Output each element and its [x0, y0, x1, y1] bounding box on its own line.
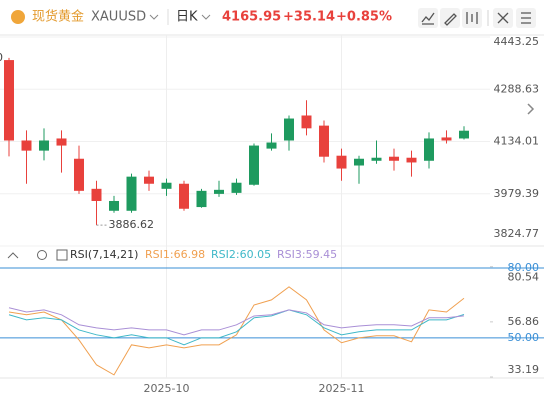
rsi-line	[8, 286, 465, 376]
tool-icon[interactable]	[497, 12, 509, 24]
high-label: 4381.40	[0, 51, 3, 64]
indicator-icon[interactable]	[56, 249, 68, 261]
tool-icon[interactable]	[466, 12, 478, 24]
candle-body	[126, 176, 137, 211]
y-tick-label: 3824.77	[494, 227, 540, 240]
reference-label: 50.00	[508, 331, 540, 344]
candle-body	[74, 158, 84, 191]
legend-entry: RSI2:60.05	[211, 248, 271, 261]
tool-icon[interactable]	[521, 12, 531, 24]
candle-body	[196, 190, 207, 208]
dropdown-icon[interactable]	[201, 14, 211, 20]
low-label: 3886.62	[109, 218, 155, 231]
candle-body	[336, 155, 347, 169]
instrument-symbol[interactable]: XAUUSD	[91, 10, 146, 25]
candle-body	[301, 115, 312, 129]
candle-body	[214, 189, 224, 194]
candle-body	[39, 140, 49, 151]
price: 4165.95	[222, 10, 281, 25]
candle-body	[161, 182, 172, 189]
candle-body	[424, 138, 434, 161]
tool-button[interactable]	[418, 8, 438, 28]
candle-body	[284, 118, 294, 141]
settings-icon[interactable]	[37, 250, 47, 260]
reference-label: 80.00	[508, 261, 540, 274]
candle-body	[56, 138, 67, 146]
x-tick-label: 2025-11	[319, 382, 365, 395]
y-tick-label: 80.54	[508, 271, 540, 284]
tool-icon[interactable]	[444, 13, 457, 26]
tool-icon[interactable]	[421, 12, 435, 25]
y-tick-label: 56.86	[508, 315, 540, 328]
change-pct: +0.85%	[336, 10, 392, 25]
candle-body	[266, 142, 277, 149]
y-tick-label: 4288.63	[494, 82, 540, 95]
toolbar	[418, 8, 536, 28]
candle-body	[406, 157, 417, 163]
rsi-line	[8, 309, 465, 346]
gold-icon	[11, 10, 25, 24]
y-tick-label: 4134.01	[494, 135, 540, 148]
candle-body	[249, 145, 259, 185]
candle-body	[179, 183, 189, 209]
candle-body	[144, 176, 154, 184]
instrument-name: 现货黄金	[32, 9, 84, 25]
y-tick-label: 3979.39	[494, 187, 540, 200]
y-tick-label: 4443.25	[494, 35, 540, 48]
candle-body	[109, 200, 119, 211]
candle-body	[371, 157, 382, 161]
candle-body	[389, 156, 399, 161]
legend-entry: RSI3:59.45	[277, 248, 337, 261]
candle-body	[319, 125, 329, 157]
candle-body	[459, 130, 469, 139]
x-tick-label: 2025-10	[144, 382, 190, 395]
y-tick-label: 33.19	[508, 363, 540, 376]
change: +35.14	[283, 10, 335, 25]
candle-body	[91, 188, 102, 201]
rsi-line	[8, 307, 465, 336]
candle-body	[354, 158, 364, 166]
collapse-icon[interactable]	[7, 252, 19, 259]
legend-entry: RSI1:66.98	[145, 248, 205, 261]
candle-body	[441, 137, 452, 141]
indicator-title: RSI(7,14,21)	[70, 248, 138, 261]
dropdown-icon[interactable]	[149, 14, 159, 20]
candle-body	[21, 140, 32, 151]
period[interactable]: 日K	[176, 10, 198, 25]
candle-body	[4, 60, 14, 141]
candle-body	[231, 182, 242, 193]
scroll-arrow[interactable]	[527, 103, 535, 115]
